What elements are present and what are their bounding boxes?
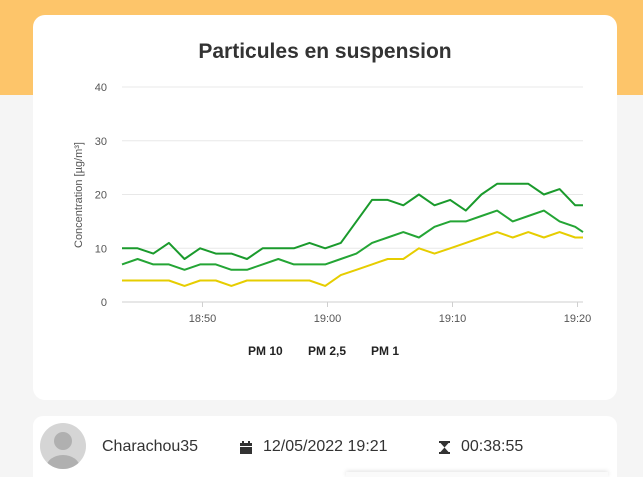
session-date: 12/05/2022 19:21: [263, 438, 388, 455]
y-tick-label: 0: [101, 297, 107, 309]
series-line-pm25: [121, 209, 584, 271]
y-tick-label: 20: [95, 190, 107, 202]
user-avatar-icon: [40, 423, 86, 469]
chart-grid: [122, 86, 583, 303]
y-tick-label: 10: [95, 243, 107, 255]
chart-card: [33, 15, 617, 400]
particle-chart: 0 10 20 30 40 18:50 19:00 19:10 19:20 Concentra…: [73, 82, 592, 325]
x-tick-label: 19:00: [314, 313, 342, 325]
x-tick-label: 18:50: [189, 313, 217, 325]
y-tick-label: 40: [95, 82, 107, 94]
series-line-pm1: [122, 231, 583, 287]
series-line-pm10: [122, 182, 583, 260]
legend-item-pm1[interactable]: PM 1: [371, 344, 400, 358]
y-axis-ticks: 0 10 20 30 40: [95, 82, 107, 309]
x-tick-label: 19:10: [439, 313, 467, 325]
x-tick-label: 19:20: [564, 313, 592, 325]
chart-legend: PM 10 PM 2,5 PM 1: [0, 344, 643, 360]
username: Charachou35: [102, 438, 199, 455]
y-axis-label: Concentration [µg/m³]: [73, 142, 85, 248]
session-duration: 00:38:55: [461, 438, 524, 455]
y-tick-label: 30: [95, 136, 107, 148]
x-axis-ticks: 18:50 19:00 19:10 19:20: [189, 302, 592, 325]
session-info-card: [33, 416, 617, 477]
hourglass-icon: [439, 441, 450, 459]
bottom-panel-edge: [346, 472, 608, 477]
legend-item-pm10[interactable]: PM 10: [248, 344, 283, 358]
calendar-icon: [240, 441, 252, 459]
chart-title: Particules en suspension: [198, 40, 452, 63]
chart-series: [121, 182, 584, 287]
legend-item-pm25[interactable]: PM 2,5: [308, 344, 347, 358]
